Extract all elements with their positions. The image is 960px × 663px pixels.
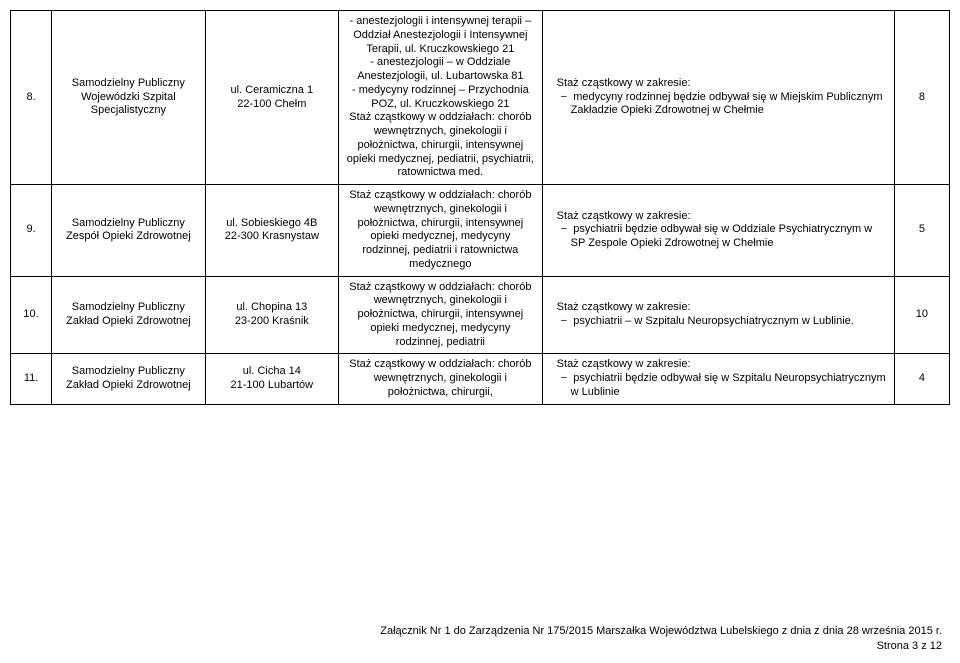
- cell-name: Samodzielny Publiczny Wojewódzki Szpital…: [52, 11, 205, 185]
- addr-text: ul. Chopina 13 23-200 Kraśnik: [235, 301, 309, 327]
- cell-addr: ul. Sobieskiego 4B 22-300 Krasnystaw: [205, 185, 338, 277]
- staz-item-text: psychiatrii będzie odbywał się w Oddzial…: [571, 223, 873, 249]
- staz-header: Staż cząstkowy w zakresie:: [557, 301, 888, 315]
- staz-item-text: psychiatrii – w Szpitalu Neuropsychiatry…: [573, 315, 854, 327]
- staz-header: Staż cząstkowy w zakresie:: [557, 210, 888, 224]
- bullet: −: [561, 315, 567, 327]
- footer-line1: Załącznik Nr 1 do Zarządzenia Nr 175/201…: [380, 624, 942, 638]
- cell-count: 8: [894, 11, 949, 185]
- cell-staz: Staż cząstkowy w zakresie: − psychiatrii…: [542, 185, 894, 277]
- staz-item: − psychiatrii będzie odbywał się w Oddzi…: [557, 223, 888, 251]
- cell-count: 5: [894, 185, 949, 277]
- cell-addr: ul. Cicha 14 21-100 Lubartów: [205, 354, 338, 404]
- cell-desc: Staż cząstkowy w oddziałach: chorób wewn…: [339, 185, 543, 277]
- cell-count: 4: [894, 354, 949, 404]
- cell-name: Samodzielny Publiczny Zakład Opieki Zdro…: [52, 276, 205, 354]
- cell-staz: Staż cząstkowy w zakresie: − psychiatrii…: [542, 354, 894, 404]
- cell-staz: Staż cząstkowy w zakresie: − psychiatrii…: [542, 276, 894, 354]
- desc-text: - anestezjologii i intensywnej terapii –…: [347, 15, 534, 178]
- bullet: −: [561, 372, 567, 384]
- cell-name: Samodzielny Publiczny Zespół Opieki Zdro…: [52, 185, 205, 277]
- addr-text: ul. Ceramiczna 1 22-100 Chełm: [231, 84, 314, 110]
- desc-text: Staż cząstkowy w oddziałach: chorób wewn…: [349, 358, 531, 398]
- cell-name: Samodzielny Publiczny Zakład Opieki Zdro…: [52, 354, 205, 404]
- cell-count: 10: [894, 276, 949, 354]
- staz-item: − medycyny rodzinnej będzie odbywał się …: [557, 91, 888, 119]
- staz-item-text: medycyny rodzinnej będzie odbywał się w …: [571, 91, 883, 117]
- cell-desc: Staż cząstkowy w oddziałach: chorób wewn…: [339, 276, 543, 354]
- cell-desc: Staż cząstkowy w oddziałach: chorób wewn…: [339, 354, 543, 404]
- cell-staz: Staż cząstkowy w zakresie: − medycyny ro…: [542, 11, 894, 185]
- cell-num: 10.: [11, 276, 52, 354]
- cell-desc: - anestezjologii i intensywnej terapii –…: [339, 11, 543, 185]
- table-row: 11. Samodzielny Publiczny Zakład Opieki …: [11, 354, 950, 404]
- table-row: 10. Samodzielny Publiczny Zakład Opieki …: [11, 276, 950, 354]
- addr-text: ul. Cicha 14 21-100 Lubartów: [231, 365, 314, 391]
- footer-line2: Strona 3 z 12: [380, 639, 942, 653]
- cell-addr: ul. Ceramiczna 1 22-100 Chełm: [205, 11, 338, 185]
- staz-item: − psychiatrii – w Szpitalu Neuropsychiat…: [557, 315, 888, 329]
- cell-addr: ul. Chopina 13 23-200 Kraśnik: [205, 276, 338, 354]
- staz-item: − psychiatrii będzie odbywał się w Szpit…: [557, 372, 888, 400]
- staz-header: Staż cząstkowy w zakresie:: [557, 358, 888, 372]
- desc-text: Staż cząstkowy w oddziałach: chorób wewn…: [349, 189, 531, 270]
- staz-item-text: psychiatrii będzie odbywał się w Szpital…: [571, 372, 886, 398]
- cell-num: 8.: [11, 11, 52, 185]
- cell-num: 9.: [11, 185, 52, 277]
- table-row: 8. Samodzielny Publiczny Wojewódzki Szpi…: [11, 11, 950, 185]
- bullet: −: [561, 223, 567, 235]
- page-footer: Załącznik Nr 1 do Zarządzenia Nr 175/201…: [380, 624, 942, 653]
- data-table: 8. Samodzielny Publiczny Wojewódzki Szpi…: [10, 10, 950, 405]
- table-row: 9. Samodzielny Publiczny Zespół Opieki Z…: [11, 185, 950, 277]
- bullet: −: [561, 91, 567, 103]
- desc-text: Staż cząstkowy w oddziałach: chorób wewn…: [349, 281, 531, 348]
- addr-text: ul. Sobieskiego 4B 22-300 Krasnystaw: [225, 217, 319, 243]
- cell-num: 11.: [11, 354, 52, 404]
- staz-header: Staż cząstkowy w zakresie:: [557, 77, 888, 91]
